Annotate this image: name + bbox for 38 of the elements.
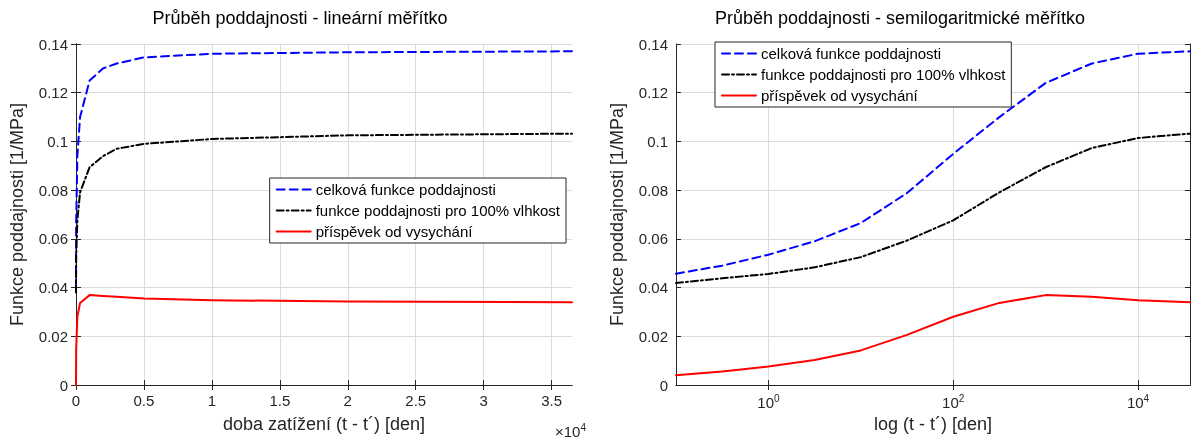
legend-label: funkce poddajnosti pro 100% vlhkost — [315, 202, 561, 219]
y-axis-title: Funkce poddajnosti [1/MPa] — [607, 102, 627, 327]
x-axis-title: doba zatížení (t - t´) [den] — [222, 414, 426, 434]
x-tick-label: 2 — [343, 392, 352, 409]
y-tick-label: 0.1 — [647, 132, 668, 150]
chart-title: Průběh poddajnosti - lineární měřítko — [152, 8, 448, 28]
y-tick-label: 0.06 — [38, 230, 68, 248]
line-series — [75, 294, 573, 386]
y-tick-label: 0.04 — [638, 279, 668, 297]
y-tick-label: 0.06 — [638, 230, 668, 248]
y-tick-label: 0.02 — [38, 327, 68, 345]
y-tick-label: 0.14 — [38, 35, 68, 53]
x-tick-label: 2.5 — [405, 392, 427, 409]
y-tick-label: 0.08 — [638, 181, 668, 199]
legend-label: funkce poddajnosti pro 100% vlhkost — [761, 66, 1007, 83]
y-tick-label: 0.04 — [38, 279, 68, 297]
y-axis-title: Funkce poddajnosti [1/MPa] — [7, 102, 27, 327]
x-tick-label: 0.5 — [133, 392, 155, 409]
legend-label: příspěvek od vysychání — [315, 223, 474, 240]
y-tick-label: 0.14 — [638, 35, 668, 53]
x-tick-label: 1 — [207, 392, 217, 409]
y-tick-label: 0 — [659, 376, 668, 394]
legend-label: celková funkce poddajnosti — [315, 181, 496, 198]
legend-label: celková funkce poddajnosti — [761, 45, 942, 62]
y-tick-label: 0 — [59, 376, 68, 394]
x-tick-label: 3 — [479, 392, 488, 409]
y-tick-label: 0.12 — [38, 84, 68, 102]
x-tick-label: 0 — [71, 392, 81, 409]
chart-title: Průběh poddajnosti - semilogaritmické měřítko — [714, 8, 1086, 28]
y-tick-label: 0.12 — [638, 84, 668, 102]
y-tick-label: 0.02 — [638, 327, 668, 345]
x-tick-label: 1.5 — [269, 392, 291, 409]
line-series — [75, 132, 573, 294]
legend-label: příspěvek od vysychání — [761, 87, 919, 104]
y-tick-label: 0.1 — [47, 132, 68, 150]
y-tick-label: 0.08 — [38, 181, 68, 199]
x-axis-title: log (t - t´) [den] — [873, 414, 993, 434]
x-tick-label: 3.5 — [541, 392, 563, 409]
